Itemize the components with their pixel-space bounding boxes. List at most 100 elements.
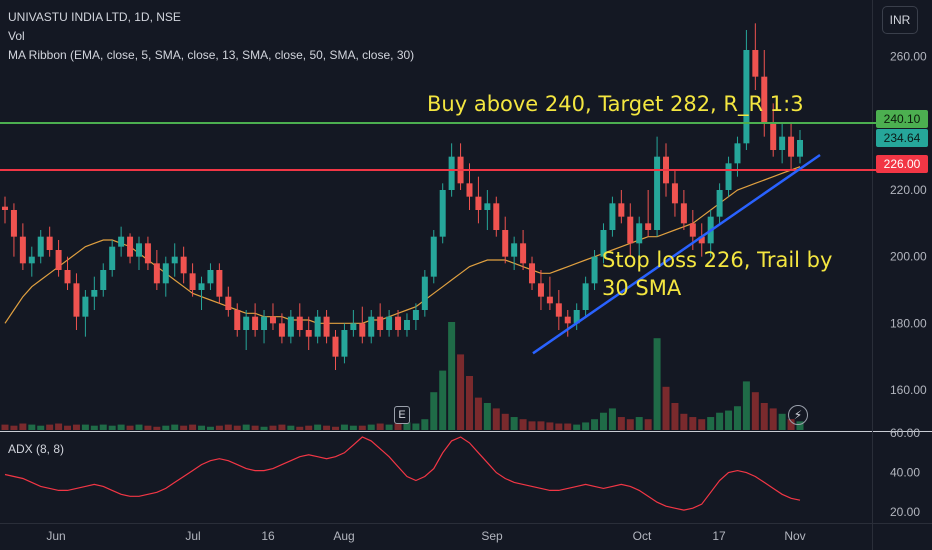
y-tick-label: 180.00 bbox=[890, 316, 927, 330]
candle-body bbox=[475, 196, 482, 210]
volume-bar bbox=[430, 392, 438, 430]
candle-body bbox=[144, 243, 151, 264]
volume-bar bbox=[349, 425, 357, 430]
candle-body bbox=[779, 136, 786, 150]
level-lines bbox=[0, 122, 876, 355]
candle-body bbox=[582, 283, 589, 310]
currency-button[interactable]: INR bbox=[882, 6, 918, 34]
adx-legend: ADX (8, 8) bbox=[8, 442, 65, 456]
volume-bar bbox=[421, 419, 429, 430]
volume-bar bbox=[716, 412, 724, 430]
candle-body bbox=[680, 203, 687, 224]
x-tick-label: Oct bbox=[633, 529, 652, 543]
x-tick-label: Nov bbox=[784, 529, 805, 543]
candle-body bbox=[252, 316, 259, 330]
y-tick-label: 160.00 bbox=[890, 383, 927, 397]
candle-body bbox=[430, 236, 437, 277]
volume-bar bbox=[662, 386, 670, 430]
volume-bar bbox=[537, 421, 545, 430]
candle-body bbox=[314, 316, 321, 337]
candle-body bbox=[91, 290, 98, 297]
candle-body bbox=[225, 296, 232, 310]
candle-body bbox=[511, 243, 518, 257]
earnings-badge[interactable]: E bbox=[394, 406, 410, 424]
volume-bar bbox=[332, 426, 340, 430]
candle-body bbox=[368, 316, 375, 337]
candle-body bbox=[439, 190, 446, 237]
candle-body bbox=[645, 223, 652, 230]
candle-body bbox=[332, 336, 339, 357]
candle-body bbox=[395, 316, 402, 330]
volume-bar bbox=[233, 425, 241, 430]
candle-body bbox=[153, 263, 160, 284]
candle-body bbox=[19, 236, 26, 264]
x-tick-label: Jun bbox=[46, 529, 65, 543]
volume-bar bbox=[787, 419, 795, 430]
candle-body bbox=[350, 323, 357, 330]
volume-bar bbox=[117, 424, 125, 430]
candle-body bbox=[752, 50, 759, 77]
candle-body bbox=[287, 316, 294, 337]
candle-body bbox=[788, 136, 795, 157]
candle-body bbox=[171, 256, 178, 264]
stop-annotation-line2: 30 SMA bbox=[602, 276, 682, 300]
volume-bar bbox=[644, 419, 652, 430]
volume-bar bbox=[224, 424, 232, 430]
volume-bar bbox=[448, 322, 456, 430]
volume-bar bbox=[28, 424, 36, 430]
candle-body bbox=[162, 263, 169, 284]
candle-body bbox=[296, 316, 303, 330]
volume-bar bbox=[573, 424, 581, 430]
candle-body bbox=[725, 163, 732, 190]
volume-bar bbox=[439, 370, 447, 430]
candle-body bbox=[600, 230, 607, 257]
volume-bar bbox=[564, 423, 572, 430]
candle-body bbox=[403, 320, 410, 330]
candle-body bbox=[636, 223, 643, 244]
candle-body bbox=[243, 316, 250, 330]
candle-body bbox=[278, 323, 285, 337]
volume-bar bbox=[189, 424, 197, 430]
stop-annotation-line1: Stop loss 226, Trail by bbox=[602, 248, 833, 272]
last-price-tag: 234.64 bbox=[876, 129, 928, 147]
candle-body bbox=[529, 263, 536, 284]
volume-bar bbox=[153, 426, 161, 430]
y-tick-label: 260.00 bbox=[890, 50, 927, 64]
buy-price-tag: 240.10 bbox=[876, 110, 928, 128]
volume-bar bbox=[269, 425, 277, 430]
volume-bar bbox=[510, 417, 518, 430]
x-tick-label: 16 bbox=[261, 529, 275, 543]
volume-bar bbox=[742, 381, 750, 430]
candle-body bbox=[10, 210, 17, 237]
volume-bar bbox=[769, 408, 777, 430]
volume-bar bbox=[323, 425, 331, 430]
volume-bar bbox=[751, 392, 759, 430]
volume-bar bbox=[81, 424, 89, 430]
x-tick-label: Sep bbox=[481, 529, 503, 543]
candle-body bbox=[609, 203, 616, 230]
ma-ribbon-legend: MA Ribbon (EMA, close, 5, SMA, close, 13… bbox=[8, 48, 415, 62]
volume-bar bbox=[367, 424, 375, 430]
candlesticks bbox=[2, 23, 803, 370]
candle-body bbox=[627, 216, 634, 244]
candle-body bbox=[109, 246, 116, 270]
candle-body bbox=[28, 256, 35, 264]
adx-panel bbox=[4, 436, 801, 511]
trend-line bbox=[532, 153, 821, 355]
volume-bar bbox=[403, 422, 411, 430]
volume-bar bbox=[725, 410, 733, 430]
x-tick-label: 17 bbox=[712, 529, 726, 543]
volume-bar bbox=[64, 425, 72, 430]
volume-bar bbox=[72, 424, 80, 430]
volume-bar bbox=[733, 406, 741, 430]
volume-bar bbox=[796, 421, 804, 430]
candle-body bbox=[546, 296, 553, 304]
candle-body bbox=[761, 76, 768, 124]
volume-bar bbox=[385, 424, 393, 430]
volume-bar bbox=[1, 424, 9, 430]
candle-body bbox=[118, 236, 125, 247]
candle-body bbox=[127, 236, 134, 257]
lightning-icon[interactable]: ⚡ bbox=[788, 405, 808, 425]
volume-bar bbox=[260, 426, 268, 430]
